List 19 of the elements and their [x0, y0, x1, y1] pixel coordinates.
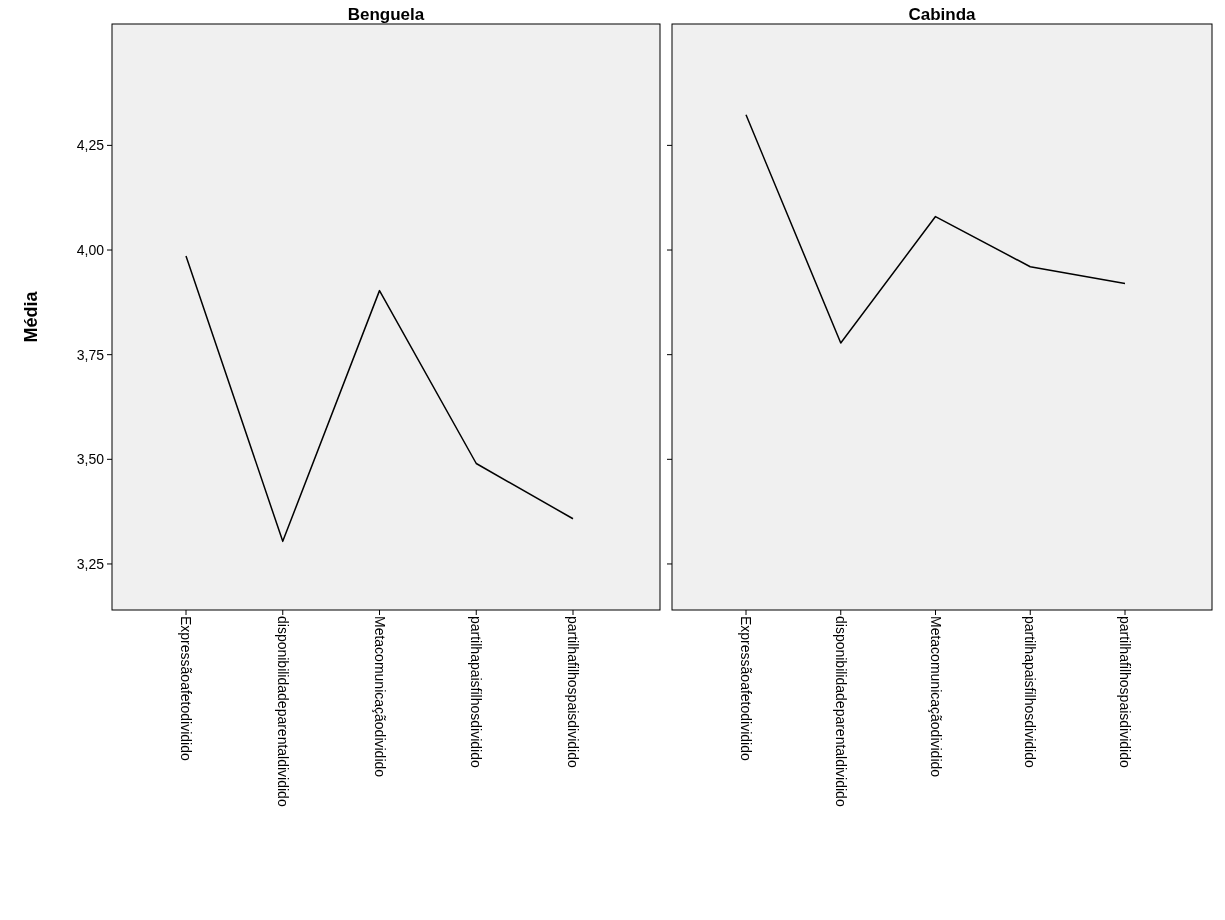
x-tick-label: Metacomunicaçãodividido	[371, 616, 388, 778]
x-tick-label: Metacomunicaçãodividido	[927, 616, 944, 778]
x-tick-label: partilhafilhospaisdividido	[565, 616, 581, 768]
y-tick-label: 3,50	[76, 451, 105, 468]
x-tick-label: Expressãoafetodividido	[178, 616, 194, 761]
x-tick-label: disponibilidadeparentaldividido	[832, 616, 849, 807]
y-tick-label: 3,75	[76, 346, 105, 363]
y-tick-label: 3,25	[76, 555, 105, 572]
chart-title: Benguela	[347, 5, 425, 24]
chart-title: Cabinda	[908, 5, 977, 24]
line-series	[185, 255, 574, 543]
x-tick-label: partilhapaisfilhosdividido	[468, 616, 485, 768]
x-tick-label: disponibilidadeparentaldividido	[274, 616, 291, 807]
x-tick-label: partilhapaisfilhosdividido	[1022, 616, 1039, 768]
y-tick-label: 4,00	[76, 241, 105, 258]
x-tick-label: Expressãoafetodividido	[738, 616, 754, 761]
y-tick-label: 4,25	[76, 137, 105, 154]
y-axis-title: Média	[21, 290, 41, 343]
x-tick-label: partilhafilhospaisdividido	[1117, 616, 1133, 768]
